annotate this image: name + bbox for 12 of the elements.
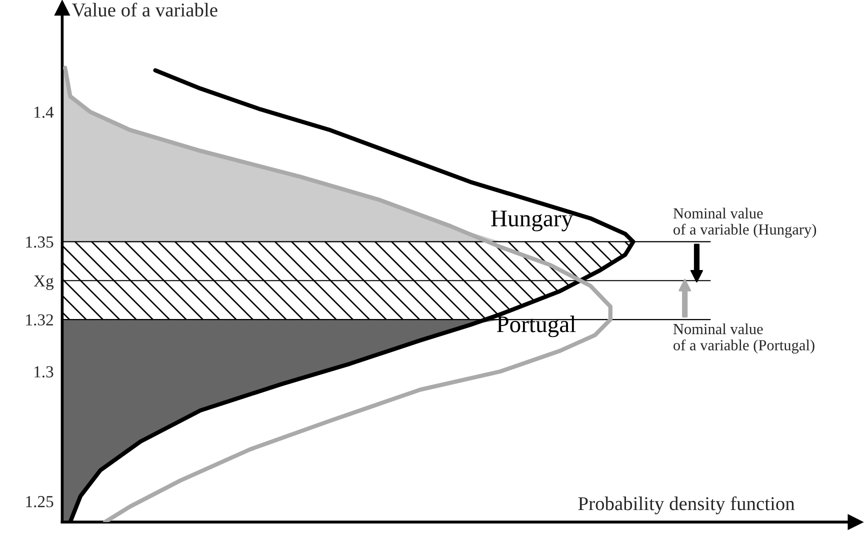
x-axis-title: Probability density function [578,496,795,514]
y-tick-label: 1.32 [26,314,53,326]
series-label: Hungary [491,210,573,232]
y-tick-label: Xg [34,275,54,290]
series-label: Portugal [496,316,576,338]
y-tick-label: 1.4 [34,106,54,118]
y-tick-label: 1.35 [26,236,54,248]
ref-line-label: Nominal value of a variable (Portugal) [673,323,814,354]
y-tick-label: 1.25 [26,496,54,508]
y-tick-label: 1.3 [34,366,54,378]
y-axis-title: Value of a variable [72,2,218,17]
ref-line-label: Nominal value of a variable (Hungary) [673,208,816,238]
